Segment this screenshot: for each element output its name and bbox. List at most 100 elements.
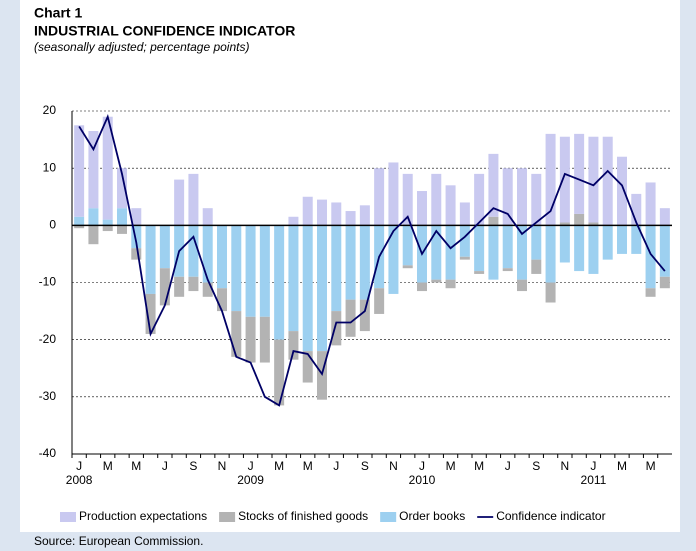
bar	[359, 205, 370, 226]
bar	[631, 225, 642, 254]
bar	[288, 331, 299, 360]
bar	[345, 299, 356, 337]
bar	[617, 225, 627, 254]
x-tick-label: J	[76, 459, 82, 473]
x-tick-label: M	[131, 459, 141, 473]
bar	[459, 202, 470, 226]
bar	[645, 288, 656, 297]
x-tick-label: N	[561, 459, 570, 473]
legend-swatch	[60, 512, 76, 522]
bar	[231, 225, 242, 312]
bar	[188, 225, 199, 277]
bar	[202, 225, 213, 283]
bar	[202, 208, 213, 226]
bar	[117, 225, 127, 234]
bar	[645, 182, 656, 226]
bar	[274, 225, 285, 340]
bar	[102, 116, 113, 220]
year-label: 2010	[409, 473, 436, 487]
bar	[345, 211, 356, 226]
bar	[488, 216, 499, 226]
bar	[488, 225, 499, 280]
bar	[602, 136, 613, 226]
bar	[574, 133, 585, 214]
legend-label: Production expectations	[79, 509, 207, 523]
x-tick-label: M	[617, 459, 627, 473]
bar	[431, 173, 442, 226]
bar	[245, 316, 256, 363]
x-tick-label: J	[419, 459, 425, 473]
legend-swatch	[380, 512, 397, 522]
bar	[74, 125, 85, 217]
bar	[74, 216, 85, 226]
bar	[388, 225, 399, 294]
year-label: 2011	[581, 473, 607, 487]
bar	[431, 279, 442, 283]
bar	[602, 225, 613, 260]
bar	[488, 153, 499, 217]
x-tick-label: S	[532, 459, 540, 473]
bar	[545, 282, 556, 303]
bar	[517, 279, 527, 292]
y-tick-label: -30	[39, 389, 57, 403]
bar	[459, 256, 470, 260]
bar	[117, 208, 127, 226]
bar	[159, 268, 170, 306]
bar	[174, 276, 185, 297]
bar	[417, 191, 427, 226]
y-tick-label: 20	[43, 103, 57, 117]
year-label: 2008	[66, 473, 93, 487]
x-tick-label: N	[218, 459, 227, 473]
bar	[131, 225, 142, 249]
bar	[517, 225, 527, 280]
bar	[288, 216, 299, 226]
bar	[259, 316, 270, 363]
x-tick-label: M	[474, 459, 484, 473]
bar	[102, 219, 113, 226]
bar	[559, 222, 570, 226]
bar	[302, 196, 313, 226]
x-tick-label: J	[505, 459, 511, 473]
bar	[202, 282, 213, 297]
bar	[145, 225, 156, 294]
bar	[474, 225, 485, 272]
legend-label: Order books	[399, 509, 465, 523]
bar	[245, 225, 256, 317]
bar	[474, 173, 485, 226]
x-tick-label: J	[248, 459, 254, 473]
bar	[359, 299, 370, 332]
chart-note: (seasonally adjusted; percentage points)	[34, 40, 249, 54]
bar	[574, 213, 585, 226]
bar	[631, 193, 642, 226]
bar	[574, 225, 585, 272]
bar	[402, 225, 413, 266]
bar	[645, 225, 656, 289]
legend-swatch	[219, 512, 236, 522]
bar	[88, 225, 99, 245]
bar	[588, 225, 599, 274]
x-tick-label: J	[590, 459, 596, 473]
x-tick-label: S	[189, 459, 197, 473]
bar	[502, 168, 513, 226]
bar	[559, 225, 570, 263]
chart-title: Chart 1	[34, 5, 82, 21]
bar	[302, 351, 313, 383]
bar	[345, 225, 356, 300]
bar	[131, 248, 142, 260]
bar	[374, 168, 385, 226]
bar	[317, 199, 327, 226]
bar	[545, 133, 556, 226]
bar	[517, 168, 527, 226]
bar	[459, 225, 470, 257]
x-tick-label: N	[389, 459, 398, 473]
bar	[117, 168, 127, 209]
bar	[388, 162, 399, 226]
bar	[502, 268, 513, 272]
bar	[131, 208, 142, 226]
chart-subtitle: INDUSTRIAL CONFIDENCE INDICATOR	[34, 23, 295, 39]
bar	[659, 208, 670, 226]
x-tick-label: S	[361, 459, 369, 473]
y-tick-label: -40	[39, 446, 57, 460]
